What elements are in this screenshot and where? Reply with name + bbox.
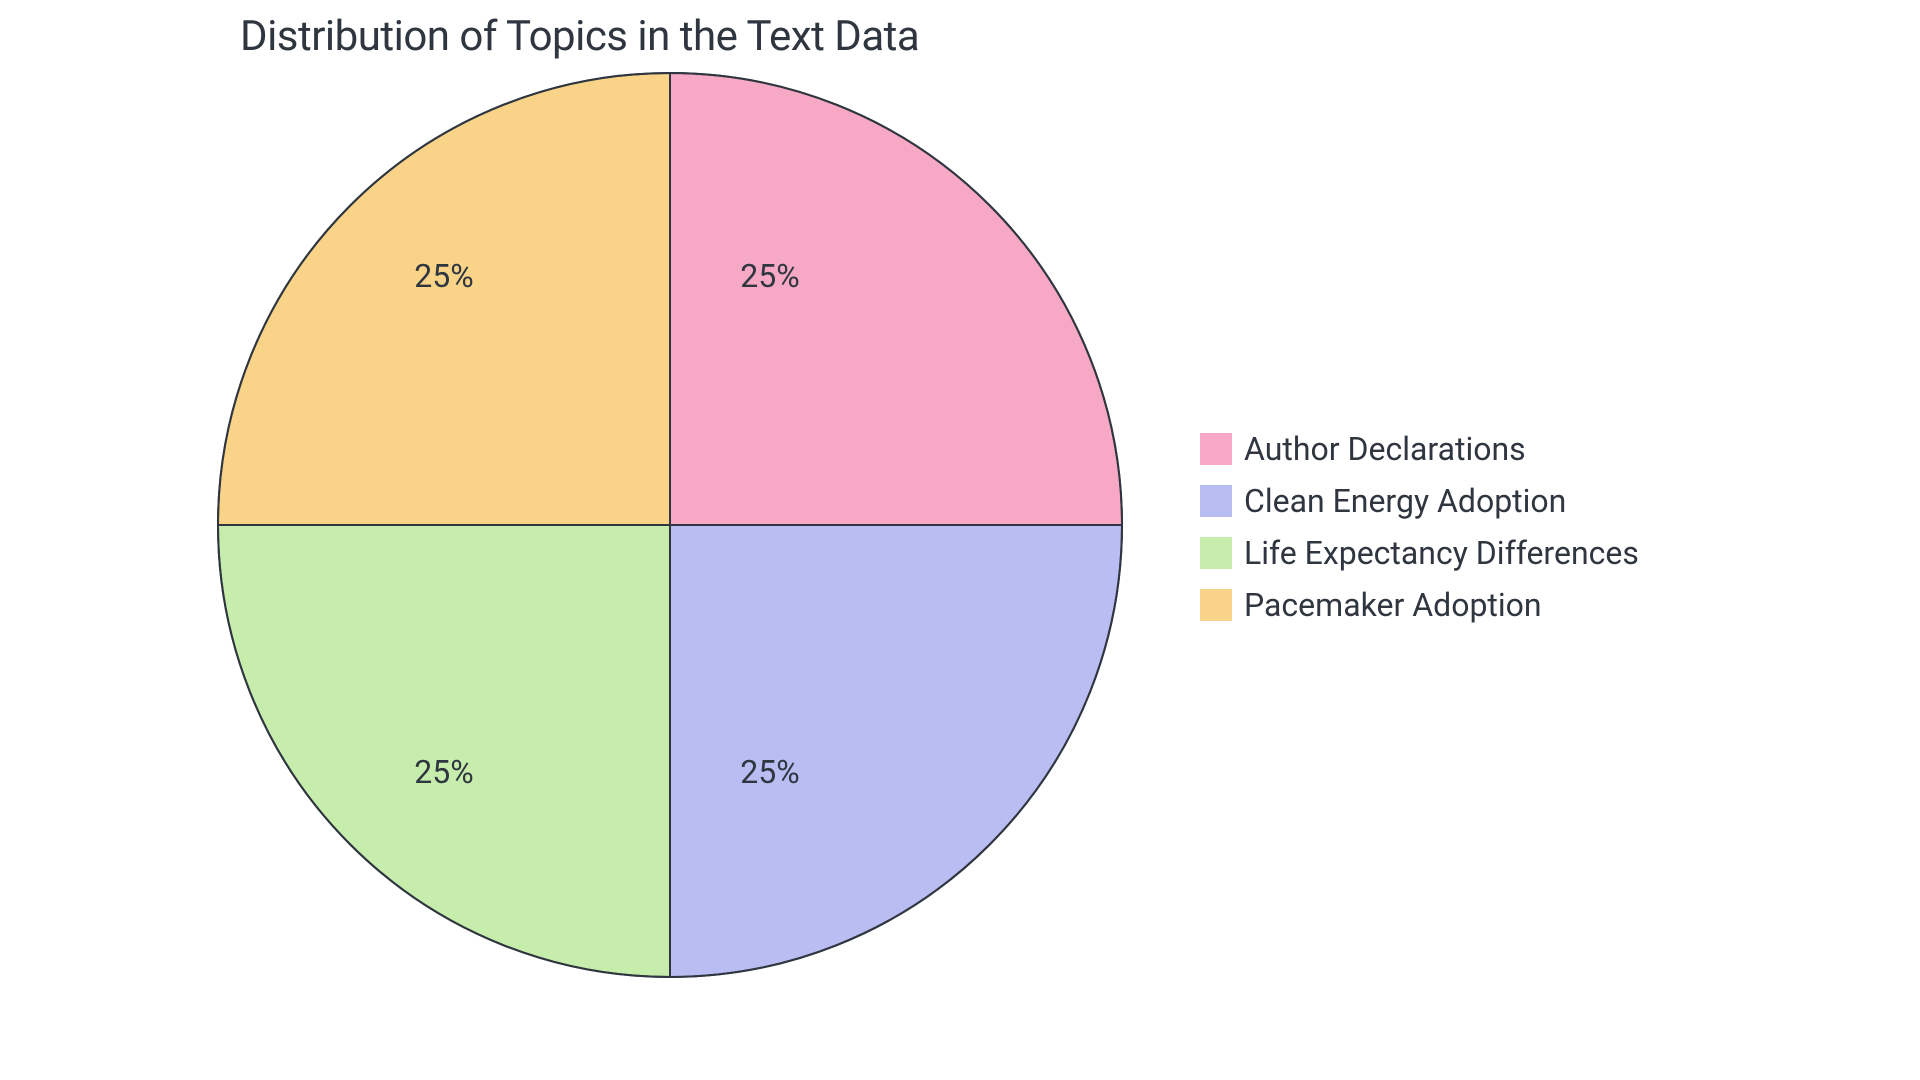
legend-swatch-1: [1200, 485, 1232, 517]
slice-label-3: 25%: [414, 257, 473, 295]
pie-holder: [216, 71, 1124, 979]
legend-label-3: Pacemaker Adoption: [1244, 586, 1542, 624]
legend-item-0[interactable]: Author Declarations: [1200, 430, 1639, 468]
pie-chart: Distribution of Topics in the Text Data …: [0, 0, 1920, 1080]
slice-label-0: 25%: [740, 257, 799, 295]
pie-slice-2[interactable]: [218, 525, 670, 977]
pie-svg: [216, 71, 1124, 979]
legend-label-2: Life Expectancy Differences: [1244, 534, 1639, 572]
legend-label-0: Author Declarations: [1244, 430, 1526, 468]
legend-label-1: Clean Energy Adoption: [1244, 482, 1566, 520]
pie-slice-1[interactable]: [670, 525, 1122, 977]
legend-item-2[interactable]: Life Expectancy Differences: [1200, 534, 1639, 572]
slice-label-2: 25%: [414, 753, 473, 791]
slice-label-1: 25%: [740, 753, 799, 791]
legend-swatch-3: [1200, 589, 1232, 621]
chart-title: Distribution of Topics in the Text Data: [240, 12, 919, 61]
legend-swatch-0: [1200, 433, 1232, 465]
pie-slice-3[interactable]: [218, 73, 670, 525]
legend-item-3[interactable]: Pacemaker Adoption: [1200, 586, 1639, 624]
pie-slice-0[interactable]: [670, 73, 1122, 525]
legend-swatch-2: [1200, 537, 1232, 569]
legend: Author Declarations Clean Energy Adoption…: [1200, 430, 1639, 624]
legend-item-1[interactable]: Clean Energy Adoption: [1200, 482, 1639, 520]
